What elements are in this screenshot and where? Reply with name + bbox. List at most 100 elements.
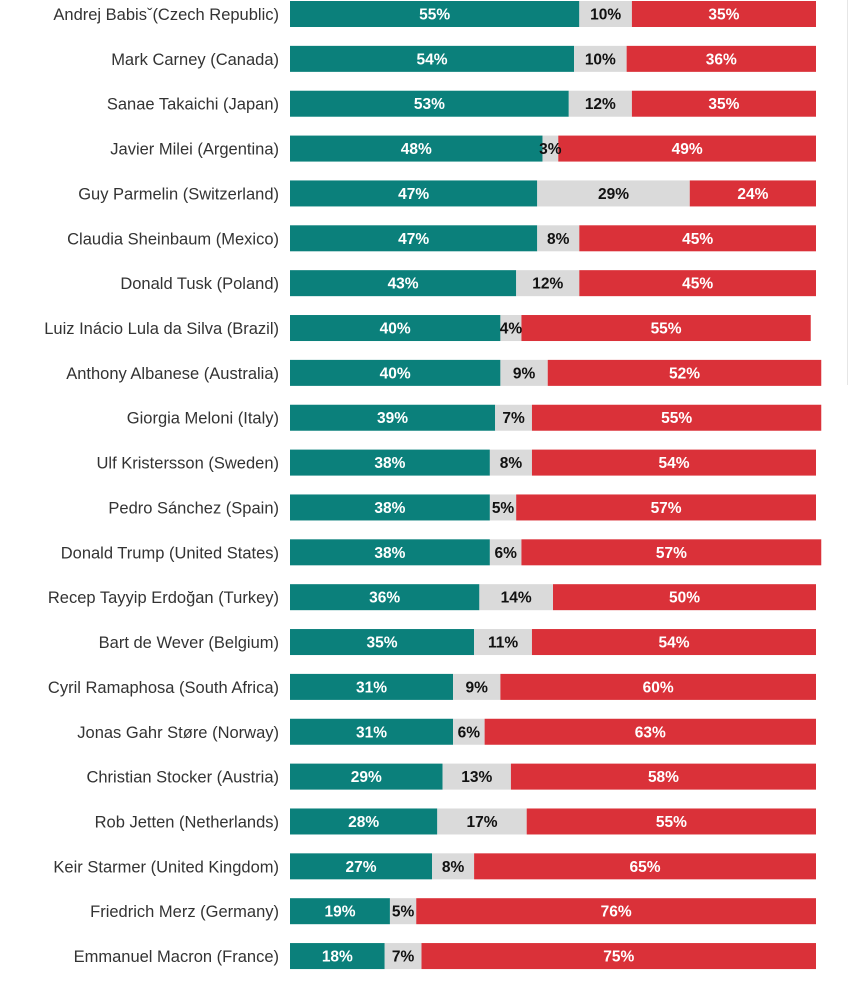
- bar-no-opinion: [500, 315, 522, 342]
- data-label-approve: 28%: [348, 814, 379, 831]
- data-label-approve: 55%: [419, 7, 450, 24]
- data-label-approve: 39%: [377, 410, 408, 427]
- category-label: Claudia Sheinbaum (Mexico): [67, 230, 279, 248]
- bar-approve: [290, 135, 543, 162]
- bar-disapprove: [521, 315, 811, 342]
- bar-no-opinion: [453, 718, 485, 745]
- data-label-no-opinion: 29%: [598, 186, 629, 203]
- bar-no-opinion: [489, 449, 532, 476]
- data-label-disapprove: 36%: [706, 51, 737, 68]
- data-label-approve: 40%: [380, 365, 411, 382]
- data-label-no-opinion: 7%: [392, 949, 415, 966]
- bar-no-opinion: [537, 180, 690, 207]
- bar-approve: [290, 943, 385, 970]
- data-label-approve: 54%: [417, 51, 448, 68]
- data-label-disapprove: 24%: [737, 186, 768, 203]
- bar-no-opinion: [579, 1, 632, 27]
- data-label-no-opinion: 5%: [492, 500, 515, 517]
- data-label-approve: 38%: [374, 545, 405, 562]
- data-label-approve: 47%: [398, 231, 429, 248]
- data-label-no-opinion: 10%: [590, 7, 621, 24]
- bar-approve: [290, 1, 580, 27]
- bar-disapprove: [516, 494, 816, 521]
- bar-disapprove: [416, 898, 816, 925]
- bar-no-opinion: [432, 853, 475, 880]
- bar-approve: [290, 225, 538, 252]
- category-label: Keir Starmer (United Kingdom): [53, 858, 279, 876]
- bar-no-opinion: [442, 763, 511, 790]
- data-label-disapprove: 63%: [635, 724, 666, 741]
- bar-no-opinion: [489, 494, 517, 521]
- bar-disapprove: [626, 45, 816, 72]
- bar-disapprove: [631, 1, 816, 27]
- bar-no-opinion: [479, 584, 553, 611]
- bar-disapprove: [521, 539, 822, 566]
- data-label-approve: 38%: [374, 455, 405, 472]
- bar-disapprove: [558, 135, 816, 162]
- bar-disapprove: [421, 943, 816, 970]
- bar-disapprove: [689, 180, 816, 207]
- data-label-disapprove: 45%: [682, 231, 713, 248]
- data-label-disapprove: 57%: [651, 500, 682, 517]
- data-label-approve: 35%: [367, 635, 398, 652]
- category-label: Christian Stocker (Austria): [86, 769, 279, 787]
- bar-disapprove: [631, 90, 816, 117]
- bar-approve: [290, 629, 475, 656]
- data-label-disapprove: 65%: [630, 859, 661, 876]
- category-label: Sanae Takaichi (Japan): [107, 96, 279, 114]
- data-label-approve: 18%: [322, 949, 353, 966]
- bar-approve: [290, 763, 443, 790]
- data-label-approve: 40%: [380, 321, 411, 338]
- data-label-disapprove: 35%: [708, 7, 739, 24]
- bar-approve: [290, 539, 490, 566]
- data-label-no-opinion: 14%: [501, 590, 532, 607]
- data-label-no-opinion: 12%: [585, 96, 616, 113]
- scrollbar-edge: [847, 0, 848, 385]
- data-label-no-opinion: 11%: [488, 635, 518, 652]
- data-label-no-opinion: 8%: [442, 859, 465, 876]
- category-label: Guy Parmelin (Switzerland): [78, 185, 279, 203]
- data-label-approve: 48%: [401, 141, 432, 158]
- data-label-no-opinion: 12%: [532, 276, 563, 293]
- data-label-approve: 53%: [414, 96, 445, 113]
- bar-approve: [290, 270, 517, 297]
- bar-approve: [290, 718, 454, 745]
- bar-approve: [290, 45, 575, 72]
- data-label-disapprove: 54%: [658, 635, 689, 652]
- bar-no-opinion: [495, 404, 532, 431]
- bar-approve: [290, 898, 390, 925]
- data-label-disapprove: 55%: [651, 321, 682, 338]
- category-label: Ulf Kristersson (Sweden): [97, 455, 279, 473]
- bar-disapprove: [531, 404, 822, 431]
- bar-disapprove: [547, 359, 822, 386]
- bar-approve: [290, 808, 438, 835]
- data-label-approve: 47%: [398, 186, 429, 203]
- category-label: Emmanuel Macron (France): [74, 948, 279, 966]
- category-label: Recep Tayyip Erdoğan (Turkey): [48, 589, 279, 607]
- data-label-disapprove: 49%: [672, 141, 703, 158]
- category-label: Donald Trump (United States): [61, 544, 279, 562]
- bar-no-opinion: [384, 943, 422, 970]
- data-label-disapprove: 57%: [656, 545, 687, 562]
- data-label-approve: 31%: [356, 724, 387, 741]
- bar-disapprove: [500, 673, 816, 700]
- category-label: Jonas Gahr Støre (Norway): [77, 724, 279, 742]
- bar-no-opinion: [474, 629, 532, 656]
- bar-approve: [290, 494, 490, 521]
- data-label-no-opinion: 6%: [494, 545, 517, 562]
- category-label: Giorgia Meloni (Italy): [127, 410, 279, 428]
- data-label-approve: 43%: [388, 276, 419, 293]
- bar-no-opinion: [574, 45, 627, 72]
- data-label-disapprove: 45%: [682, 276, 713, 293]
- data-label-approve: 19%: [324, 904, 355, 921]
- bar-no-opinion: [453, 673, 501, 700]
- bar-approve: [290, 673, 454, 700]
- bar-disapprove: [553, 584, 816, 611]
- data-label-no-opinion: 3%: [539, 141, 562, 158]
- data-label-disapprove: 55%: [661, 410, 692, 427]
- bar-approve: [290, 584, 480, 611]
- bar-approve: [290, 180, 538, 207]
- category-label: Bart de Wever (Belgium): [99, 634, 279, 652]
- category-label: Luiz Inácio Lula da Silva (Brazil): [44, 320, 279, 338]
